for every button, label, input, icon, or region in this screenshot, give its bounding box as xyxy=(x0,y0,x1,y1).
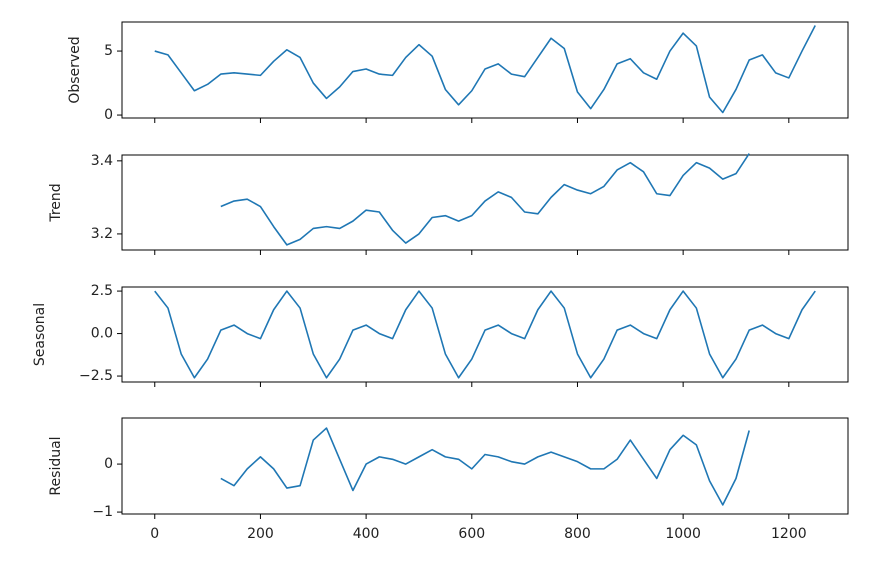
axes-frame xyxy=(121,286,849,383)
y-axis-label: Seasonal xyxy=(32,303,48,366)
axes-frame xyxy=(121,21,849,119)
series-line xyxy=(154,25,816,114)
series-line xyxy=(220,153,750,246)
x-tick-label: 1000 xyxy=(665,526,701,542)
x-tick-label: 200 xyxy=(247,526,274,542)
x-tick-label: 800 xyxy=(564,526,591,542)
y-tick-label: 2.5 xyxy=(91,283,113,299)
y-tick-label: 5 xyxy=(104,43,113,59)
y-tick-label: 0 xyxy=(104,456,113,472)
x-tick-label: 1200 xyxy=(771,526,807,542)
x-tick-label: 600 xyxy=(458,526,485,542)
series-line xyxy=(220,427,750,506)
axes-frame xyxy=(121,154,849,251)
y-axis-label: Trend xyxy=(48,183,64,222)
y-tick-label: −2.5 xyxy=(79,368,113,384)
y-axis-label: Observed xyxy=(67,36,83,103)
series-line xyxy=(154,290,816,379)
x-tick-label: 400 xyxy=(353,526,380,542)
x-tick-label: 0 xyxy=(150,526,159,542)
y-axis-label: Residual xyxy=(48,436,64,495)
y-tick-label: 3.2 xyxy=(91,226,113,242)
axes-frame xyxy=(121,417,849,515)
y-tick-label: −1 xyxy=(92,504,113,520)
y-tick-label: 0.0 xyxy=(91,326,113,342)
y-tick-label: 3.4 xyxy=(91,153,113,169)
y-tick-label: 0 xyxy=(104,107,113,123)
